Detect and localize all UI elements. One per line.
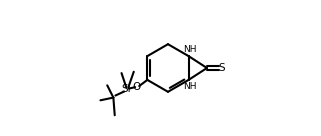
Text: S: S [219,63,225,73]
Text: NH: NH [183,45,197,54]
Text: O: O [133,82,141,92]
Text: NH: NH [183,82,197,91]
Text: Si: Si [121,84,131,94]
